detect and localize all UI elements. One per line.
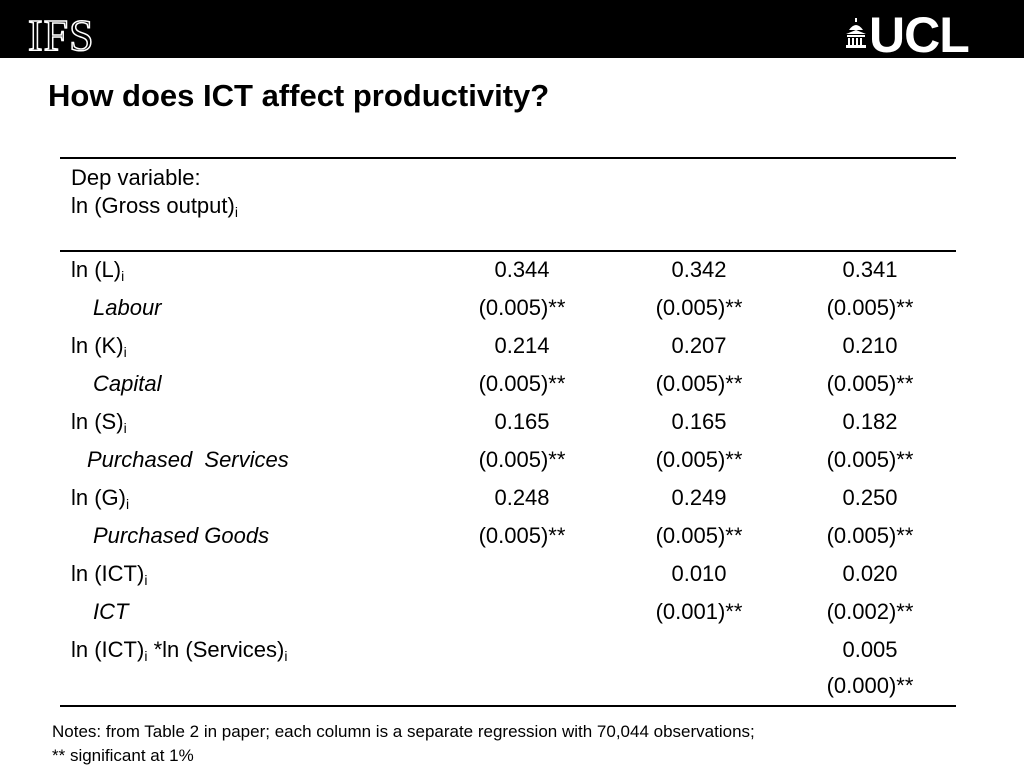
se-cell: (0.005)** [655,523,743,548]
coef-cell: 0.165 [494,409,550,434]
table-row-coef: ln (K)i 0.214 0.207 0.210 [0,327,1024,365]
variable-description: Labour [93,295,162,320]
se-cell: (0.005)** [478,295,566,320]
ucl-logo: UCL [845,7,995,63]
se-cell: (0.001)** [655,599,743,624]
table-header-rule [60,250,956,252]
se-cell: (0.005)** [826,295,914,320]
ucl-wordmark: UCL [869,7,970,63]
dependent-variable-header: Dep variable: ln (Gross output)i [71,164,238,220]
variable-description: Purchased Goods [93,523,270,548]
coef-cell: 0.020 [842,561,898,586]
table-row-se: Capital (0.005)** (0.005)** (0.005)** [0,365,1024,403]
coef-cell: 0.210 [842,333,898,358]
coef-cell: 0.342 [671,257,727,282]
coef-cell: 0.341 [842,257,898,282]
table-row-se: Labour (0.005)** (0.005)** (0.005)** [0,289,1024,327]
variable-label: ln (G)i [71,485,130,512]
se-cell: (0.005)** [826,371,914,396]
table-row-coef: ln (S)i 0.165 0.165 0.182 [0,403,1024,441]
se-cell: (0.005)** [655,295,743,320]
coef-cell: 0.214 [494,333,550,358]
coef-cell: 0.010 [671,561,727,586]
page-title: How does ICT affect productivity? [48,78,550,113]
se-cell: (0.005)** [478,371,566,396]
variable-description: ICT [93,599,129,624]
se-cell: (0.005)** [826,523,914,548]
dep-line-2: ln (Gross output)i [71,193,238,220]
table-row-se: ICT (0.001)** (0.002)** [0,593,1024,631]
coef-cell: 0.248 [494,485,550,510]
table-row-se: Purchased Services (0.005)** (0.005)** (… [0,441,1024,479]
table-row-coef: ln (ICT)i *ln (Services)i 0.005 [0,631,1024,669]
dep-line-1: Dep variable: [71,165,201,190]
variable-label: ln (L)i [71,257,125,284]
notes-line-2: ** significant at 1% [52,746,194,765]
variable-label: ln (K)i [71,333,127,360]
table-notes: Notes: from Table 2 in paper; each colum… [52,720,755,768]
variable-label: ln (S)i [71,409,127,436]
table-top-rule [60,157,956,159]
coef-cell: 0.249 [671,485,727,510]
se-cell: (0.005)** [478,447,566,472]
se-cell: (0.005)** [655,447,743,472]
coef-cell: 0.165 [671,409,727,434]
portico-icon [846,18,866,48]
variable-label: ln (ICT)i [71,561,148,588]
se-cell: (0.000)** [826,673,914,698]
table-bottom-rule [60,705,956,707]
coef-cell: 0.207 [671,333,727,358]
table-row-se: (0.000)** [0,667,1024,705]
se-cell: (0.005)** [655,371,743,396]
coef-cell: 0.250 [842,485,898,510]
notes-line-1: Notes: from Table 2 in paper; each colum… [52,722,755,741]
header-bar: IFS UCL [0,0,1024,63]
se-cell: (0.005)** [478,523,566,548]
coef-cell: 0.344 [494,257,550,282]
coef-cell: 0.005 [842,637,898,662]
variable-description: Capital [93,371,162,396]
se-cell: (0.002)** [826,599,914,624]
table-row-coef: ln (G)i 0.248 0.249 0.250 [0,479,1024,517]
coef-cell: 0.182 [842,409,898,434]
table-row-se: Purchased Goods (0.005)** (0.005)** (0.0… [0,517,1024,555]
table-row-coef: ln (ICT)i 0.010 0.020 [0,555,1024,593]
se-cell: (0.005)** [826,447,914,472]
table-row-coef: ln (L)i 0.344 0.342 0.341 [0,251,1024,289]
ifs-logo: IFS [27,11,95,60]
variable-description: Purchased Services [87,447,289,472]
variable-label: ln (ICT)i *ln (Services)i [71,637,288,664]
